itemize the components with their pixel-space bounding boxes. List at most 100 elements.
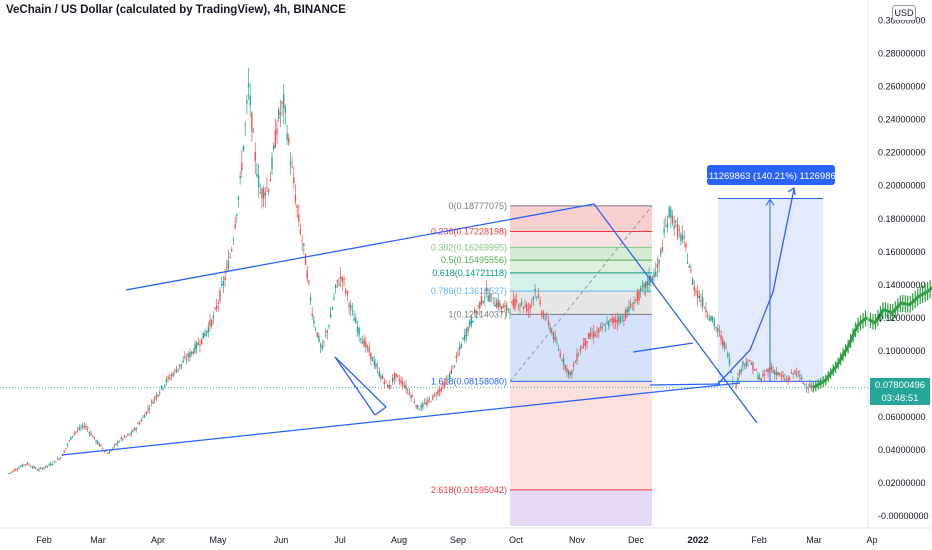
candle-body (286, 133, 288, 140)
candle-body (624, 310, 627, 320)
candle-body (526, 304, 528, 312)
price-tick-label: 0.26000000 (878, 82, 926, 92)
candle-body (616, 319, 618, 324)
fib-level-label: 0.382(0.16269995) (431, 242, 507, 252)
candle-body (9, 472, 12, 474)
candle-body (346, 291, 349, 295)
price-axis[interactable]: 0.300000000.280000000.260000000.24000000… (867, 0, 929, 528)
candle-body (257, 175, 260, 188)
candle-body (477, 305, 479, 307)
fib-zone (510, 205, 652, 232)
time-tick-label: Mar (806, 535, 822, 545)
trendline (125, 203, 595, 291)
candle-body (765, 370, 768, 372)
candle-body (306, 269, 308, 280)
candle-body (385, 380, 387, 382)
time-tick-label: Feb (751, 535, 767, 545)
candle-body (363, 339, 365, 347)
fibonacci-retracement[interactable]: 0(0.18777075) 0.236(0.17228198) 0.382(0.16… (431, 201, 653, 526)
candle-body (537, 294, 540, 298)
candle-body (324, 334, 327, 336)
candle-body (23, 464, 25, 466)
candle-body (606, 322, 608, 324)
candle-body (313, 320, 315, 324)
candle-body (274, 130, 277, 148)
price-tick-label: 0.28000000 (878, 49, 926, 59)
candle-body (122, 438, 124, 440)
candle-body (740, 368, 742, 373)
candle-body (656, 264, 659, 268)
candle-body (512, 299, 515, 307)
candle-body (581, 347, 583, 349)
candle-body (683, 236, 685, 238)
candle-body (130, 432, 132, 435)
candle-body (795, 373, 798, 376)
candle-body (569, 372, 571, 375)
candle-body (519, 305, 521, 307)
price-range-measure[interactable]: 0.11269863 (140.21%) 11269863 (701, 165, 841, 382)
fib-zone (510, 260, 652, 273)
candle-body (412, 396, 414, 398)
time-axis[interactable]: Feb Mar Apr May Jun Jul Aug Sep Oct Nov Dec 2022 Feb… (0, 527, 932, 546)
candle-body (738, 370, 741, 376)
candle-body (737, 377, 739, 383)
candle-body (308, 280, 310, 284)
trendline (334, 356, 387, 408)
candle-body (680, 234, 682, 241)
currency-badge[interactable]: USD (892, 5, 916, 21)
candle-body (321, 345, 323, 350)
candle-body (551, 331, 553, 334)
candle-body (499, 302, 501, 308)
measure-label: 0.11269863 (140.21%) 11269863 (701, 171, 841, 182)
candle-body (212, 315, 215, 319)
candle-body (465, 328, 468, 337)
candle-body (779, 373, 781, 376)
candle-body (227, 259, 230, 270)
candle-body (574, 362, 577, 364)
candle-body (199, 345, 201, 347)
candle-body (536, 296, 538, 298)
candle-body (708, 318, 711, 320)
candle-body (209, 320, 211, 327)
candle-body (549, 327, 551, 331)
candle-body (629, 303, 632, 308)
candle-body (757, 375, 759, 380)
candle-body (474, 309, 476, 314)
candle-body (172, 373, 174, 377)
candle-body (422, 403, 424, 408)
candle-body (728, 358, 731, 365)
candle-body (593, 331, 595, 338)
candle-body (43, 467, 45, 469)
candle-body (417, 405, 419, 409)
candle-body (217, 302, 220, 304)
candle-body (361, 340, 364, 344)
candle-body (712, 316, 714, 322)
candle-body (448, 373, 451, 379)
candle-body (152, 401, 154, 404)
projection-series (812, 280, 932, 393)
candle-body (159, 392, 161, 394)
price-tick-label: 0.12000000 (878, 313, 926, 323)
candle-body (663, 228, 665, 234)
candle-body (51, 464, 54, 465)
candle-body (226, 266, 228, 268)
candle-body (33, 466, 35, 469)
trendlines[interactable] (61, 186, 796, 456)
candle-body (204, 333, 206, 337)
candle-body (289, 161, 292, 165)
candle-body (73, 433, 75, 434)
candle-body (514, 298, 516, 309)
candle-body (41, 467, 44, 470)
trendline (632, 342, 694, 353)
candle-body (241, 162, 243, 171)
candle-body (777, 371, 779, 375)
trendline-arrow-head (787, 186, 796, 196)
trendline (61, 382, 741, 456)
candle-body (794, 370, 796, 373)
candle-body (115, 443, 117, 445)
price-tick-label: 0.10000000 (878, 346, 926, 356)
candle-body (618, 316, 620, 322)
candle-body (221, 283, 223, 286)
